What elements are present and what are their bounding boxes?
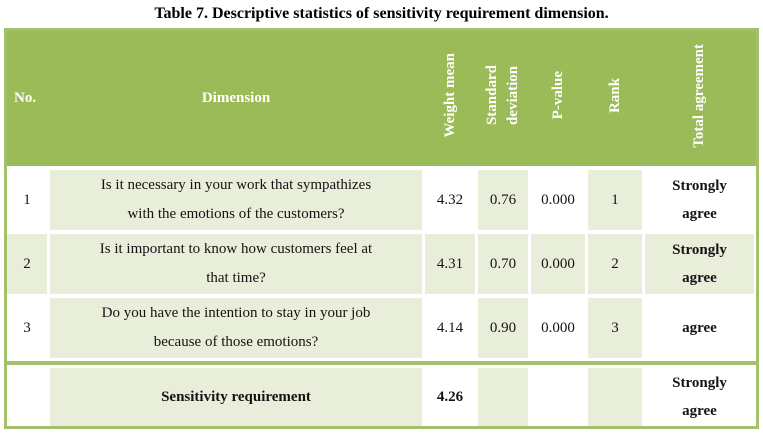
col-header-p-value: P-value bbox=[531, 31, 585, 166]
statistics-table: No. Dimension Weight mean Standard devia… bbox=[4, 28, 759, 429]
col-header-weight-mean-label: Weight mean bbox=[441, 53, 458, 138]
col-header-total-agreement-label: Total agreement bbox=[691, 43, 707, 148]
cell-dimension: Is it necessary in your work that sympat… bbox=[50, 170, 422, 230]
cell-rank bbox=[588, 368, 642, 426]
cell-no bbox=[7, 368, 47, 426]
col-header-rank-label: Rank bbox=[606, 77, 623, 114]
col-header-p-value-label: P-value bbox=[549, 71, 566, 120]
cell-p-value: 0.000 bbox=[531, 170, 585, 230]
col-header-no: No. bbox=[7, 31, 47, 166]
cell-total-agreement: Strongly agree bbox=[645, 234, 754, 294]
cell-dimension: Sensitivity requirement bbox=[50, 368, 422, 426]
cell-dimension: Is it important to know how customers fe… bbox=[50, 234, 422, 294]
table-header-row: No. Dimension Weight mean Standard devia… bbox=[7, 31, 756, 166]
cell-no: 3 bbox=[7, 298, 47, 358]
cell-rank: 1 bbox=[588, 170, 642, 230]
cell-p-value: 0.000 bbox=[531, 234, 585, 294]
cell-rank: 3 bbox=[588, 298, 642, 358]
col-header-no-label: No. bbox=[14, 90, 37, 106]
col-header-rank: Rank bbox=[588, 31, 642, 166]
cell-dimension: Do you have the intention to stay in you… bbox=[50, 298, 422, 358]
cell-standard-deviation: 0.70 bbox=[478, 234, 528, 294]
cell-total-agreement: Strongly agree bbox=[645, 368, 754, 426]
cell-rank: 2 bbox=[588, 234, 642, 294]
col-header-dimension: Dimension bbox=[50, 31, 422, 166]
col-header-standard-deviation: Standard deviation bbox=[478, 31, 528, 166]
cell-p-value: 0.000 bbox=[531, 298, 585, 358]
col-header-weight-mean: Weight mean bbox=[425, 31, 475, 166]
col-header-dimension-label: Dimension bbox=[201, 90, 271, 106]
cell-standard-deviation: 0.76 bbox=[478, 170, 528, 230]
cell-weight-mean: 4.14 bbox=[425, 298, 475, 358]
table-caption: Table 7. Descriptive statistics of sensi… bbox=[154, 5, 609, 22]
cell-standard-deviation bbox=[478, 368, 528, 426]
table-row: 3 Do you have the intention to stay in y… bbox=[7, 298, 756, 358]
cell-no: 2 bbox=[7, 234, 47, 294]
table-row: 2 Is it important to know how customers … bbox=[7, 234, 756, 294]
summary-row: Sensitivity requirement 4.26 Strongly ag… bbox=[7, 368, 756, 426]
cell-weight-mean: 4.26 bbox=[425, 368, 475, 426]
cell-standard-deviation: 0.90 bbox=[478, 298, 528, 358]
cell-weight-mean: 4.31 bbox=[425, 234, 475, 294]
cell-total-agreement: Strongly agree bbox=[645, 170, 754, 230]
cell-no: 1 bbox=[7, 170, 47, 230]
col-header-standard-deviation-label: Standard deviation bbox=[484, 65, 521, 126]
table-row: 1 Is it necessary in your work that symp… bbox=[7, 170, 756, 230]
cell-total-agreement: agree bbox=[645, 298, 754, 358]
col-header-total-agreement: Total agreement bbox=[645, 31, 754, 166]
cell-p-value bbox=[531, 368, 585, 426]
cell-weight-mean: 4.32 bbox=[425, 170, 475, 230]
summary-separator bbox=[7, 361, 756, 365]
